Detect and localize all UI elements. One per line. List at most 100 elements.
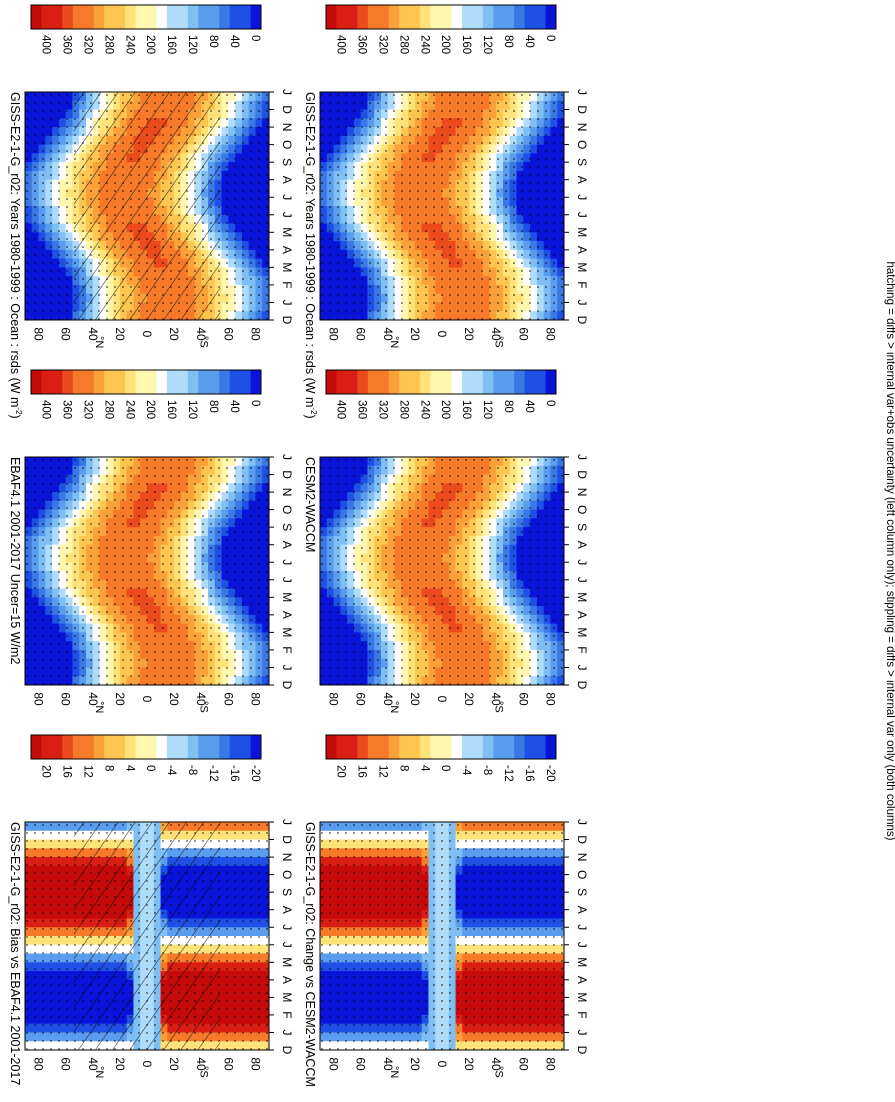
month-tick-label: J bbox=[280, 194, 294, 200]
colorbar: 400 360 320 280 240 200 160 120 80 40 0 bbox=[30, 369, 262, 419]
colorbar-label: 400 bbox=[335, 400, 347, 419]
colorbar-label: 160 bbox=[165, 35, 177, 54]
colorbar-label: 0 bbox=[249, 400, 261, 406]
colorbar-swatch bbox=[83, 370, 95, 394]
colorbar-label: 200 bbox=[439, 400, 451, 419]
colorbar-swatch bbox=[229, 5, 241, 29]
month-tick-label: D bbox=[280, 316, 294, 325]
month-tick-label: M bbox=[575, 592, 589, 602]
north-hemisphere-label: °N bbox=[388, 701, 400, 713]
colorbar-label: 80 bbox=[502, 35, 514, 48]
lat-tick-label: 80 bbox=[327, 692, 341, 706]
lat-tick-label: 40 bbox=[86, 692, 100, 706]
colorbar-swatch bbox=[156, 5, 168, 29]
month-tick-label: S bbox=[280, 523, 294, 531]
month-tick-label: M bbox=[575, 262, 589, 272]
month-tick-label: M bbox=[575, 627, 589, 637]
colorbar-swatch bbox=[187, 370, 199, 394]
colorbar-label: 240 bbox=[418, 400, 430, 419]
colorbar: 400 360 320 280 240 200 160 120 80 40 0 bbox=[30, 4, 262, 54]
colorbar-label: 160 bbox=[460, 35, 472, 54]
colorbar-swatch bbox=[135, 5, 147, 29]
colorbar-swatch bbox=[125, 5, 136, 29]
colorbar-swatch bbox=[388, 5, 400, 29]
month-tick-label: D bbox=[280, 105, 294, 114]
colorbar-swatch bbox=[346, 370, 358, 394]
month-tick-label: A bbox=[280, 246, 294, 254]
month-tick-label: J bbox=[575, 299, 589, 305]
colorbar-swatch bbox=[240, 370, 251, 394]
plot-frame bbox=[24, 456, 270, 686]
month-tick-label: D bbox=[575, 105, 589, 114]
colorbar-label: 160 bbox=[460, 400, 472, 419]
month-tick-label: S bbox=[575, 523, 589, 531]
colorbar-swatch bbox=[399, 370, 411, 394]
month-tick-label: J bbox=[575, 89, 589, 95]
colorbar-swatch bbox=[72, 5, 84, 29]
month-tick-label: D bbox=[575, 470, 589, 479]
lat-tick-label: 80 bbox=[543, 692, 557, 706]
north-hemisphere-label: °N bbox=[93, 336, 105, 348]
lat-tick-label: 0 bbox=[435, 696, 449, 703]
month-tick-label: N bbox=[575, 123, 589, 132]
colorbar-swatch bbox=[430, 5, 442, 29]
colorbar-swatch bbox=[367, 370, 379, 394]
colorbar-label: 80 bbox=[207, 400, 219, 413]
colorbar-label: 120 bbox=[186, 400, 198, 419]
panel-observations: EBAF4.1 2001-2017 Uncer=15 W/m2DJFMAMJJA… bbox=[8, 369, 294, 713]
lat-tick-label: 20 bbox=[167, 327, 181, 341]
colorbar-swatch bbox=[482, 5, 494, 29]
lat-tick-label: 40 bbox=[194, 692, 208, 706]
month-tick-label: A bbox=[575, 176, 589, 184]
colorbar-label: 280 bbox=[397, 35, 409, 54]
panel-title: GISS-E2-1-G_r02: Bias vs EBAF4.1 2001-20… bbox=[8, 822, 22, 1085]
colorbar-swatch bbox=[409, 370, 421, 394]
colorbar-swatch bbox=[240, 5, 251, 29]
heatmap-area: EBAF4.1 2001-2017 Uncer=15 W/m2DJFMAMJJA… bbox=[8, 369, 294, 713]
month-tick-label: A bbox=[280, 541, 294, 549]
colorbar-label: 240 bbox=[418, 35, 430, 54]
lat-tick-label: 20 bbox=[462, 327, 476, 341]
plot-frame bbox=[24, 91, 270, 321]
colorbar-swatch bbox=[62, 370, 74, 394]
colorbar-swatch bbox=[208, 370, 220, 394]
month-tick-label: M bbox=[575, 227, 589, 237]
lat-tick-label: 80 bbox=[248, 692, 262, 706]
panel-title: EBAF4.1 2001-2017 Uncer=15 W/m2 bbox=[8, 457, 22, 664]
colorbar-label: 80 bbox=[502, 400, 514, 413]
south-hemisphere-label: °S bbox=[493, 336, 505, 348]
colorbar-label: 200 bbox=[144, 35, 156, 54]
colorbar: 400 360 320 280 240 200 160 120 80 40 0 bbox=[325, 4, 557, 54]
plot-frame bbox=[319, 91, 565, 321]
month-tick-label: J bbox=[280, 577, 294, 583]
month-tick-label: F bbox=[575, 281, 589, 288]
month-tick-label: N bbox=[280, 123, 294, 132]
colorbar-swatch bbox=[177, 370, 189, 394]
month-tick-label: D bbox=[280, 681, 294, 690]
colorbar-swatch bbox=[93, 5, 105, 29]
stipple-overlay bbox=[25, 457, 269, 685]
stipple-overlay bbox=[320, 92, 564, 320]
panel-title: GISS-E2-1-G_r02: Years 1980-1999 : Ocean… bbox=[303, 92, 318, 419]
colorbar-label: 200 bbox=[439, 35, 451, 54]
north-hemisphere-label: °N bbox=[93, 701, 105, 713]
month-tick-label: O bbox=[575, 505, 589, 514]
colorbar-swatch bbox=[125, 370, 136, 394]
colorbar-swatch bbox=[250, 370, 262, 394]
colorbar-swatch bbox=[461, 370, 473, 394]
month-tick-label: A bbox=[575, 611, 589, 619]
lat-tick-label: 40 bbox=[381, 692, 395, 706]
month-tick-label: A bbox=[280, 611, 294, 619]
hatch-overlay bbox=[73, 92, 221, 320]
stipple-overlay bbox=[320, 457, 564, 685]
lat-tick-label: 80 bbox=[543, 327, 557, 341]
colorbar-frame bbox=[325, 369, 557, 395]
month-tick-label: J bbox=[280, 89, 294, 95]
colorbar-swatch bbox=[493, 5, 505, 29]
colorbar-label: 320 bbox=[377, 400, 389, 419]
month-tick-label: A bbox=[575, 541, 589, 549]
colorbar-label: 360 bbox=[356, 35, 368, 54]
panel-model-climatology-right: GISS-E2-1-G_r02: Years 1980-1999 : Ocean… bbox=[303, 4, 589, 419]
colorbar-swatch bbox=[346, 5, 358, 29]
